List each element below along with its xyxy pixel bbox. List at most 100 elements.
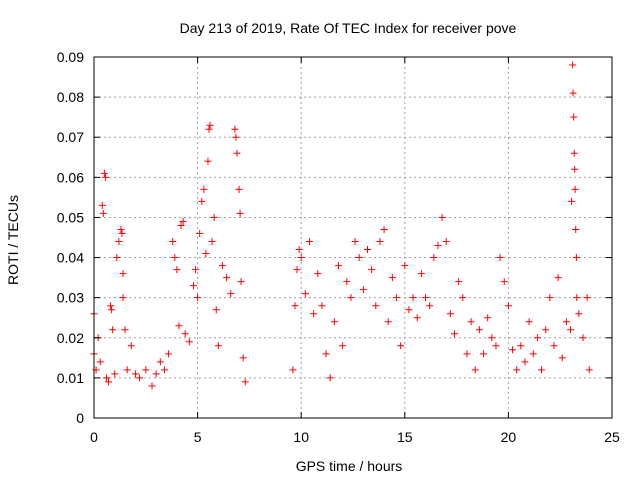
data-point [334,262,342,270]
data-point [160,366,168,374]
x-axis-label: GPS time / hours [296,458,403,474]
data-point [101,173,109,181]
data-point [212,306,220,314]
data-point [142,366,150,374]
data-point [368,266,376,274]
data-point [227,290,235,298]
data-point [136,374,144,382]
data-point [113,254,121,262]
data-point [572,254,580,262]
data-point [205,125,213,133]
data-point [575,310,583,318]
data-point [475,326,483,334]
data-point [295,246,303,254]
data-point [542,326,550,334]
y-tick-label: 0.05 [57,209,84,225]
chart-title: Day 213 of 2019, Rate Of TEC Index for r… [180,20,517,36]
data-point [426,302,434,310]
data-point [194,294,202,302]
data-point [107,302,115,310]
grid-lines [94,57,612,418]
data-point [434,242,442,250]
data-point [459,294,467,302]
data-point [417,270,425,278]
data-point [568,197,576,205]
data-point [471,366,479,374]
data-point [500,278,508,286]
y-tick-label: 0.06 [57,169,84,185]
data-point [173,266,181,274]
data-point [109,326,117,334]
data-point [100,169,108,177]
data-point [179,217,187,225]
y-tick-label: 0.01 [57,370,84,386]
data-point [181,330,189,338]
data-point [339,342,347,350]
y-axis-label: ROTI / TECUs [5,195,21,285]
data-point [119,294,127,302]
data-point [583,294,591,302]
data-point [305,238,313,246]
data-point [241,378,249,386]
y-tick-label: 0 [76,410,84,426]
data-point [533,334,541,342]
data-point [119,270,127,278]
data-point [351,238,359,246]
data-point [310,310,318,318]
data-point [579,334,587,342]
data-point [372,302,380,310]
data-point [293,266,301,274]
data-point [98,201,106,209]
data-point [156,358,164,366]
data-point [177,221,185,229]
data-point [326,374,334,382]
data-point [480,350,488,358]
data-point [123,366,131,374]
data-point [517,342,525,350]
data-point [131,370,139,378]
data-point [422,294,430,302]
x-tick-label: 20 [501,429,517,445]
data-point [297,254,305,262]
data-point [202,250,210,258]
data-point [185,338,193,346]
data-point [446,310,454,318]
data-point [504,302,512,310]
data-point [198,197,206,205]
data-point [115,238,123,246]
data-point [572,225,580,233]
data-point [355,254,363,262]
data-point [318,302,326,310]
data-point [573,294,581,302]
data-point [571,165,579,173]
y-tick-label: 0.09 [57,49,84,65]
data-point [210,213,218,221]
data-point [546,294,554,302]
data-point [496,254,504,262]
data-point [118,229,126,237]
data-point [208,238,216,246]
data-point [467,318,475,326]
data-point [430,254,438,262]
data-point [463,350,471,358]
data-point [223,274,231,282]
data-point [558,354,566,362]
plot-frame [93,56,613,419]
data-point [196,229,204,237]
data-point [322,350,330,358]
data-point [169,238,177,246]
y-tick-label: 0.02 [57,330,84,346]
data-point [442,238,450,246]
data-point [562,318,570,326]
data-point [289,366,297,374]
data-point [206,121,214,129]
data-point [218,262,226,270]
data-point [102,374,110,382]
data-point [554,274,562,282]
data-point [401,262,409,270]
data-point [117,225,125,233]
data-point [413,314,421,322]
data-point [488,334,496,342]
